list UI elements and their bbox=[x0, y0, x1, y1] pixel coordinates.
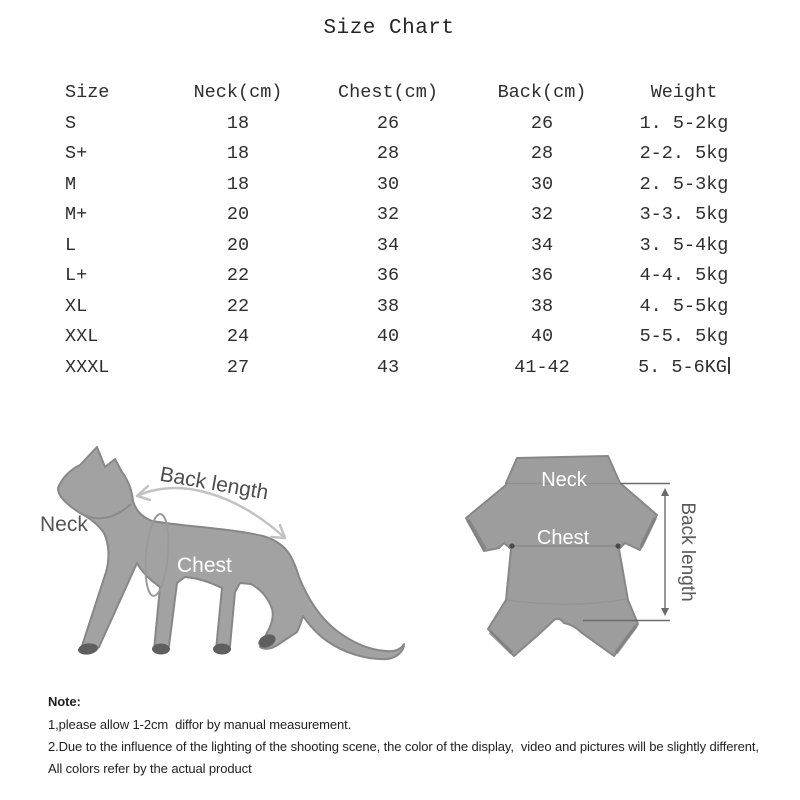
table-cell: M bbox=[65, 173, 77, 195]
table-cell: 36 bbox=[376, 265, 400, 286]
cat-front-paw-2 bbox=[152, 643, 170, 655]
note-line: All colors refer by the actual product bbox=[48, 761, 252, 776]
size-table-body: S 18 26 26 1. 5-2kg S+ 18 28 28 2-2. 5kg M 18 30 30 2.… bbox=[60, 109, 752, 384]
table-cell: 28 bbox=[530, 143, 554, 164]
notes-heading: Note: bbox=[48, 694, 81, 709]
chest-line-dot-left bbox=[509, 543, 515, 549]
note-line: 2.Due to the influence of the lighting o… bbox=[48, 739, 759, 754]
table-row: S 18 26 26 1. 5-2kg bbox=[60, 109, 752, 140]
table-row: M+ 20 32 32 3-3. 5kg bbox=[60, 200, 752, 231]
garment-chest-label: Chest bbox=[537, 527, 590, 549]
cat-neck-label: Neck bbox=[40, 513, 88, 536]
table-cell: L bbox=[65, 234, 77, 256]
table-cell: 18 bbox=[226, 112, 250, 134]
cat-chest-label: Chest bbox=[177, 554, 232, 577]
column-header: Size bbox=[65, 82, 110, 103]
table-row: XL 22 38 38 4. 5-5kg bbox=[60, 292, 752, 323]
table-cell: 34 bbox=[376, 234, 400, 256]
table-cell: S bbox=[65, 112, 77, 134]
table-row: XXL 24 40 40 5-5. 5kg bbox=[60, 322, 752, 353]
table-cell: 26 bbox=[530, 112, 554, 134]
table-cell: 5. 5-6KG bbox=[616, 353, 752, 384]
table-cell: XXL bbox=[65, 326, 99, 347]
size-table: Size Neck(cm) Chest(cm) Back(cm) Weight S 18 2… bbox=[60, 78, 752, 383]
column-header: Neck(cm) bbox=[193, 82, 283, 103]
table-cell: 38 bbox=[376, 295, 400, 317]
table-cell: 40 bbox=[376, 326, 400, 347]
table-cell: 5-5. 5kg bbox=[639, 326, 729, 347]
table-cell: 24 bbox=[226, 326, 250, 347]
cat-back-length-label: Back length bbox=[158, 463, 270, 505]
table-cell: L+ bbox=[65, 265, 88, 286]
measure-arrowhead-top bbox=[661, 488, 669, 496]
garment-outline bbox=[465, 455, 658, 657]
cat-measurement-diagram: Neck Chest Back length bbox=[40, 446, 405, 661]
garment-hem-line bbox=[506, 598, 628, 605]
neck-measure-line bbox=[83, 503, 132, 520]
measure-arrowhead-bottom bbox=[661, 608, 669, 616]
back-length-arrow bbox=[135, 484, 287, 540]
table-cell: 30 bbox=[530, 173, 554, 195]
column-header: Chest(cm) bbox=[338, 82, 438, 103]
garment-measurement-diagram: Neck Chest Back length bbox=[465, 455, 698, 657]
table-cell: 32 bbox=[530, 204, 554, 225]
column-header: Back(cm) bbox=[497, 82, 587, 103]
table-cell: 41-42 bbox=[514, 356, 570, 378]
column-header: Weight bbox=[650, 82, 718, 103]
table-cell: XL bbox=[65, 295, 88, 317]
table-cell: 36 bbox=[530, 265, 554, 286]
table-cell: 38 bbox=[530, 295, 554, 317]
cat-front-paw bbox=[78, 643, 98, 655]
table-cell: 28 bbox=[376, 143, 400, 164]
table-cell: 40 bbox=[530, 326, 554, 347]
table-cell: 3-3. 5kg bbox=[639, 204, 729, 225]
page-title: Size Chart bbox=[323, 17, 455, 40]
table-cell: 1. 5-2kg bbox=[639, 112, 729, 134]
chest-line-dot-right bbox=[615, 543, 621, 549]
cat-hind-paw-lifted bbox=[258, 634, 276, 648]
table-cell: 34 bbox=[530, 234, 554, 256]
table-cell: 20 bbox=[226, 234, 250, 256]
table-cell: 22 bbox=[226, 295, 250, 317]
table-cell: 4-4. 5kg bbox=[639, 265, 729, 286]
table-cell: 18 bbox=[226, 143, 250, 164]
note-line: 1,please allow 1-2cm diffor by manual me… bbox=[48, 717, 352, 732]
chest-measure-ellipse bbox=[144, 513, 170, 597]
table-cell: 32 bbox=[376, 204, 400, 225]
table-row: S+ 18 28 28 2-2. 5kg bbox=[60, 139, 752, 170]
garment-cuff-edges bbox=[466, 517, 657, 655]
table-cell: 26 bbox=[376, 112, 400, 134]
table-cell: XXXL bbox=[65, 356, 110, 378]
size-table-header: Size Neck(cm) Chest(cm) Back(cm) Weight bbox=[60, 78, 752, 109]
header-row: Size Neck(cm) Chest(cm) Back(cm) Weight bbox=[60, 78, 752, 109]
garment-back-length-label: Back length bbox=[677, 502, 698, 601]
table-row: L 20 34 34 3. 5-4kg bbox=[60, 231, 752, 262]
table-cell: 20 bbox=[226, 204, 250, 225]
notes-section: Note: 1,please allow 1-2cm diffor by man… bbox=[48, 694, 788, 783]
garment-neck-label: Neck bbox=[541, 469, 588, 491]
table-cell: S+ bbox=[65, 143, 88, 164]
cat-hind-paw bbox=[213, 643, 231, 655]
table-cell: 27 bbox=[226, 356, 250, 378]
table-cell: 3. 5-4kg bbox=[639, 234, 729, 256]
notes-lines: 1,please allow 1-2cm diffor by manual me… bbox=[48, 717, 788, 776]
table-cell: 4. 5-5kg bbox=[639, 295, 729, 317]
table-row: M 18 30 30 2. 5-3kg bbox=[60, 170, 752, 201]
table-cell: 2. 5-3kg bbox=[639, 173, 729, 195]
table-cell: 18 bbox=[226, 173, 250, 195]
table-cell: M+ bbox=[65, 204, 88, 225]
text-cursor bbox=[727, 356, 730, 374]
table-cell: 22 bbox=[226, 265, 250, 286]
table-cell: 2-2. 5kg bbox=[639, 143, 729, 164]
table-cell: 30 bbox=[376, 173, 400, 195]
table-row: XXXL 27 43 41-42 5. 5-6KG bbox=[60, 353, 752, 384]
back-length-measure bbox=[583, 482, 670, 622]
table-row: L+ 22 36 36 4-4. 5kg bbox=[60, 261, 752, 292]
table-cell: 43 bbox=[376, 356, 400, 378]
